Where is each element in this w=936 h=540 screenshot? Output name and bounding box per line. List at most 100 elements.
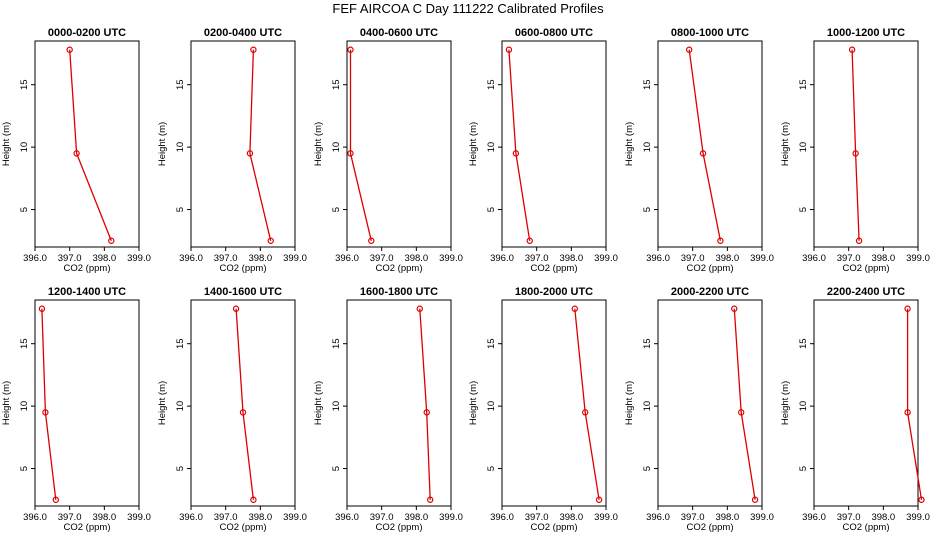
x-axis-label: CO2 (ppm): [376, 263, 423, 274]
x-axis-label: CO2 (ppm): [687, 263, 734, 274]
y-axis-label: Height (m): [780, 122, 791, 166]
panel-title: 0800-1000 UTC: [671, 27, 749, 39]
data-point: [232, 305, 240, 312]
x-tick-label: 397.0: [525, 512, 549, 523]
data-point: [427, 496, 434, 503]
data-point: [855, 237, 863, 244]
data-point: [595, 496, 603, 503]
profile-line: [349, 49, 372, 241]
panel-12: 2200-2400 UTC 396.0 397.0 398.0 399.0 5 10 15 CO…: [780, 286, 930, 533]
y-tick-label: 10: [331, 401, 342, 412]
y-axis-label: Height (m): [157, 122, 168, 166]
profile-line: [235, 308, 255, 500]
data-point: [246, 150, 254, 157]
x-tick-label: 399.0: [439, 512, 463, 523]
data-point: [347, 150, 354, 157]
y-tick-label: 5: [798, 207, 809, 212]
data-point: [852, 150, 859, 157]
x-tick-label: 399.0: [283, 253, 307, 264]
y-tick-label: 10: [642, 401, 653, 412]
x-axis-label: CO2 (ppm): [220, 263, 267, 274]
panel-title: 2200-2400 UTC: [827, 286, 905, 298]
profile-line: [249, 49, 272, 241]
x-axis-label: CO2 (ppm): [843, 522, 890, 533]
data-point: [848, 46, 856, 53]
plot-frame: [657, 40, 763, 248]
data-point: [717, 237, 724, 244]
y-tick-label: 15: [486, 338, 497, 349]
profile-line: [851, 49, 860, 241]
data-point: [52, 496, 60, 503]
panel-5: 0800-1000 UTC 396.0 397.0 398.0 399.0 5 10 15 CO…: [624, 27, 774, 274]
y-axis-label: Height (m): [624, 122, 635, 166]
profile-line: [906, 308, 923, 500]
x-tick-label: 397.0: [58, 512, 82, 523]
y-tick-label: 15: [798, 79, 809, 90]
y-tick-label: 15: [642, 79, 653, 90]
x-axis-label: CO2 (ppm): [531, 263, 578, 274]
x-axis-label: CO2 (ppm): [64, 522, 111, 533]
x-tick-label: 397.0: [58, 253, 82, 264]
y-tick-label: 5: [175, 466, 186, 471]
plot-frame: [346, 40, 452, 248]
data-point: [73, 150, 80, 157]
y-tick-label: 5: [19, 466, 30, 471]
y-tick-label: 5: [798, 466, 809, 471]
data-point: [108, 237, 115, 244]
y-tick-label: 15: [798, 338, 809, 349]
y-tick-label: 15: [19, 338, 30, 349]
profile-line: [733, 308, 756, 500]
data-point: [512, 150, 520, 157]
data-point: [505, 46, 513, 53]
y-tick-label: 15: [175, 79, 186, 90]
panel-1: 0000-0200 UTC 396.0 397.0 398.0 399.0 5 10 15 CO…: [1, 27, 151, 274]
y-axis-label: Height (m): [313, 122, 324, 166]
x-tick-label: 397.0: [681, 253, 705, 264]
plot-frame: [813, 40, 919, 248]
plot-frame: [501, 40, 607, 248]
y-axis-label: Height (m): [157, 381, 168, 425]
data-point: [751, 496, 759, 503]
y-tick-label: 10: [642, 142, 653, 153]
data-point: [918, 496, 925, 503]
y-axis-label: Height (m): [1, 381, 12, 425]
x-tick-label: 396.0: [335, 253, 359, 264]
x-tick-label: 399.0: [127, 253, 151, 264]
x-tick-label: 396.0: [490, 253, 514, 264]
x-axis-label: CO2 (ppm): [531, 522, 578, 533]
x-tick-label: 396.0: [646, 512, 670, 523]
data-point: [699, 150, 707, 157]
data-point: [904, 305, 911, 312]
data-point: [267, 237, 274, 244]
y-tick-label: 10: [798, 142, 809, 153]
panel-title: 1800-2000 UTC: [515, 286, 593, 298]
y-tick-label: 5: [331, 207, 342, 212]
y-tick-label: 5: [642, 207, 653, 212]
y-tick-label: 5: [486, 466, 497, 471]
panel-10: 1800-2000 UTC 396.0 397.0 398.0 399.0 5 10 15 CO…: [468, 286, 618, 533]
x-tick-label: 398.0: [248, 512, 272, 523]
x-tick-label: 396.0: [23, 253, 47, 264]
data-point: [686, 46, 693, 53]
plot-frame: [190, 40, 296, 248]
data-point: [239, 409, 247, 416]
x-tick-label: 398.0: [715, 253, 739, 264]
data-point: [582, 409, 589, 416]
x-tick-label: 397.0: [525, 253, 549, 264]
data-point: [731, 305, 738, 312]
profile-line: [41, 308, 57, 500]
x-tick-label: 399.0: [594, 512, 618, 523]
y-tick-label: 5: [19, 207, 30, 212]
y-tick-label: 15: [486, 79, 497, 90]
plot-frame: [657, 299, 763, 507]
y-axis-label: Height (m): [468, 381, 479, 425]
x-tick-label: 398.0: [248, 253, 272, 264]
x-tick-label: 396.0: [179, 253, 203, 264]
x-axis-label: CO2 (ppm): [220, 522, 267, 533]
plot-frame: [501, 299, 607, 507]
y-axis-label: Height (m): [313, 381, 324, 425]
x-tick-label: 398.0: [559, 253, 583, 264]
panel-4: 0600-0800 UTC 396.0 397.0 398.0 399.0 5 10 15 CO…: [468, 27, 618, 274]
x-axis-label: CO2 (ppm): [843, 263, 890, 274]
panel-title: 0400-0600 UTC: [360, 27, 438, 39]
